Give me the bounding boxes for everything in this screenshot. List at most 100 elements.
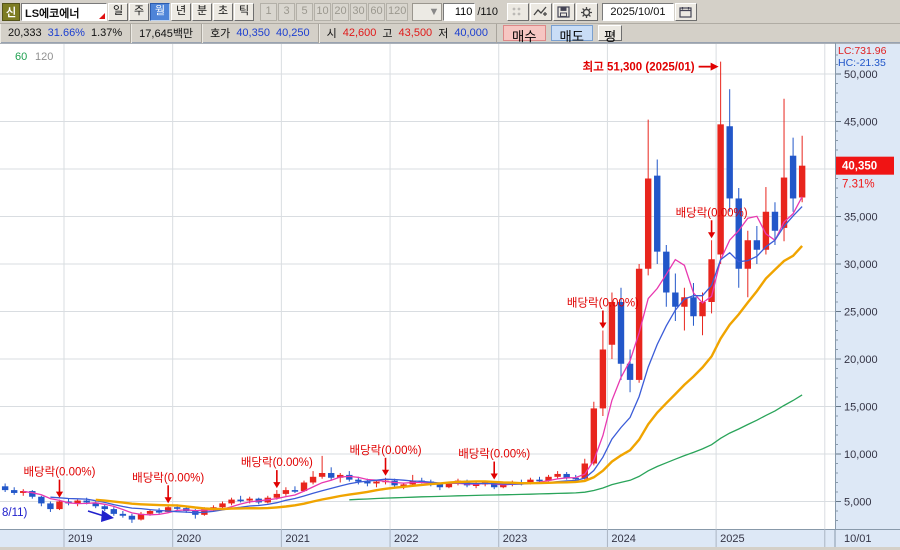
calendar-icon xyxy=(679,7,693,18)
candle-up xyxy=(527,479,534,484)
candle-total-label: /110 xyxy=(477,6,498,18)
year-label: 2023 xyxy=(503,533,527,545)
stock-type-badge[interactable]: 신 xyxy=(2,3,20,21)
dividend-label: 배당락(0.00%) xyxy=(458,448,530,461)
candle-down xyxy=(663,251,670,293)
candle-up xyxy=(472,484,480,486)
stock-name-text: LS에코에너 xyxy=(25,8,80,20)
year-label: 2020 xyxy=(177,533,201,545)
dividend-label: 배당락(0.00%) xyxy=(23,466,95,479)
compare-button[interactable] xyxy=(506,3,529,21)
candle-down xyxy=(92,502,99,507)
period-month-button[interactable]: 월 xyxy=(150,3,170,21)
candle-down xyxy=(119,513,127,516)
candles xyxy=(1,61,806,523)
candle-up xyxy=(228,499,235,504)
interval-60-button[interactable]: 60 xyxy=(368,3,385,21)
candle-down xyxy=(672,292,679,307)
stock-name-field[interactable]: LS에코에너 xyxy=(21,3,107,21)
interval-dropdown[interactable]: ▼ xyxy=(412,3,443,21)
period-tick-button[interactable]: 틱 xyxy=(234,3,254,21)
high-label: 고 xyxy=(382,28,393,40)
min-annotation: 8/11) xyxy=(2,507,114,522)
candle-down xyxy=(654,175,661,252)
year-label: 2019 xyxy=(68,533,92,545)
candle-down xyxy=(536,479,543,482)
interval-5-button[interactable]: 5 xyxy=(296,3,313,21)
buy-button[interactable]: 매수 xyxy=(502,25,546,44)
dividend-label: 배당락(0.00%) xyxy=(350,444,422,457)
trend-line-plus-icon xyxy=(533,6,548,16)
candle-up xyxy=(608,302,616,345)
current-price-value: 40,350 xyxy=(842,161,877,173)
last-date-label: 10/01 xyxy=(844,533,872,545)
settings-button[interactable] xyxy=(575,3,598,21)
interval-1-button[interactable]: 1 xyxy=(260,3,277,21)
period-minute-button[interactable]: 분 xyxy=(192,3,212,21)
candle-down xyxy=(563,473,570,478)
ma-line-60 xyxy=(349,394,803,501)
candle-down xyxy=(771,211,779,231)
candle-up xyxy=(699,302,706,317)
candle-down xyxy=(83,500,90,503)
sell-button[interactable]: 매도 xyxy=(550,25,594,44)
candle-down xyxy=(110,509,118,514)
candle-down xyxy=(735,198,742,269)
interval-20-button[interactable]: 20 xyxy=(332,3,349,21)
current-change-value: 7.31% xyxy=(842,179,875,191)
open-label: 시 xyxy=(326,28,337,40)
year-label: 2022 xyxy=(394,533,418,545)
candle-down xyxy=(10,490,18,493)
price-tick-label: 45,000 xyxy=(844,117,878,129)
current-price-badge: 40,350 7.31% xyxy=(836,156,894,191)
price-axis[interactable]: 50,00045,00040,00035,00030,00025,00020,0… xyxy=(835,45,887,521)
price-tick-label: 35,000 xyxy=(844,212,878,224)
volume-cell: 20,333 31.66% 1.37% xyxy=(0,23,132,43)
bid-value: 40,350 xyxy=(236,27,270,39)
candle-down xyxy=(436,483,444,488)
interval-10-button[interactable]: 10 xyxy=(314,3,331,21)
candle-up xyxy=(581,463,588,479)
add-indicator-button[interactable] xyxy=(529,3,552,21)
ma-line-5 xyxy=(23,196,803,516)
date-axis[interactable]: 2019 2020 2021 2022 2023 2024 2025 10/01 xyxy=(0,529,900,547)
candle-up xyxy=(146,511,154,514)
candle-down xyxy=(155,511,163,513)
candle-count-input[interactable] xyxy=(443,3,476,21)
candlestick-chart-canvas[interactable]: 배당락(0.00%) 배당락(0.00%) 배당락(0.00%) 배당락(0.00%)… xyxy=(0,43,900,547)
average-button[interactable]: 평 xyxy=(598,25,623,44)
save-button[interactable] xyxy=(552,3,575,21)
candle-up xyxy=(56,501,63,510)
period-second-button[interactable]: 초 xyxy=(213,3,233,21)
price-chart[interactable]: 배당락(0.00%) 배당락(0.00%) 배당락(0.00%) 배당락(0.00%)… xyxy=(0,43,900,547)
candle-down xyxy=(726,126,733,199)
ma-line-20 xyxy=(95,245,803,511)
max-label: 최고 51,300 (2025/01) xyxy=(583,60,695,74)
legend-60: 60 xyxy=(15,51,27,63)
interval-3-button[interactable]: 3 xyxy=(278,3,295,21)
name-clip-marker xyxy=(99,13,105,19)
price-axis-background[interactable] xyxy=(836,43,900,529)
ask-value: 40,250 xyxy=(275,27,310,39)
interval-120-button[interactable]: 120 xyxy=(386,3,409,21)
interval-30-button[interactable]: 30 xyxy=(350,3,367,21)
dividend-annotations: 배당락(0.00%) 배당락(0.00%) 배당락(0.00%) 배당락(0.00%)… xyxy=(23,206,748,504)
calendar-button[interactable] xyxy=(674,3,697,21)
period-week-button[interactable]: 주 xyxy=(129,3,149,21)
ohl-cell: 시 42,600 고 43,500 저 40,000 xyxy=(319,23,497,43)
chart-toolbar: 신 LS에코에너 일 주 월 년 분 초 틱 1 3 5 10 20 30 60… xyxy=(0,0,900,24)
candle-down xyxy=(364,481,371,484)
gear-icon xyxy=(581,6,593,18)
hoga-cell: 호가 40,350 40,250 xyxy=(202,23,319,43)
period-year-button[interactable]: 년 xyxy=(171,3,191,21)
date-axis-background[interactable] xyxy=(0,529,900,547)
period-day-button[interactable]: 일 xyxy=(108,3,128,21)
candle-up xyxy=(762,211,770,250)
candle-up xyxy=(74,500,81,504)
candle-up xyxy=(282,490,290,494)
candle-up xyxy=(318,473,326,477)
dividend-label: 배당락(0.00%) xyxy=(676,206,748,219)
candle-up xyxy=(635,268,643,380)
chart-date-field[interactable]: 2025/10/01 xyxy=(601,3,674,21)
candle-down xyxy=(789,155,797,199)
